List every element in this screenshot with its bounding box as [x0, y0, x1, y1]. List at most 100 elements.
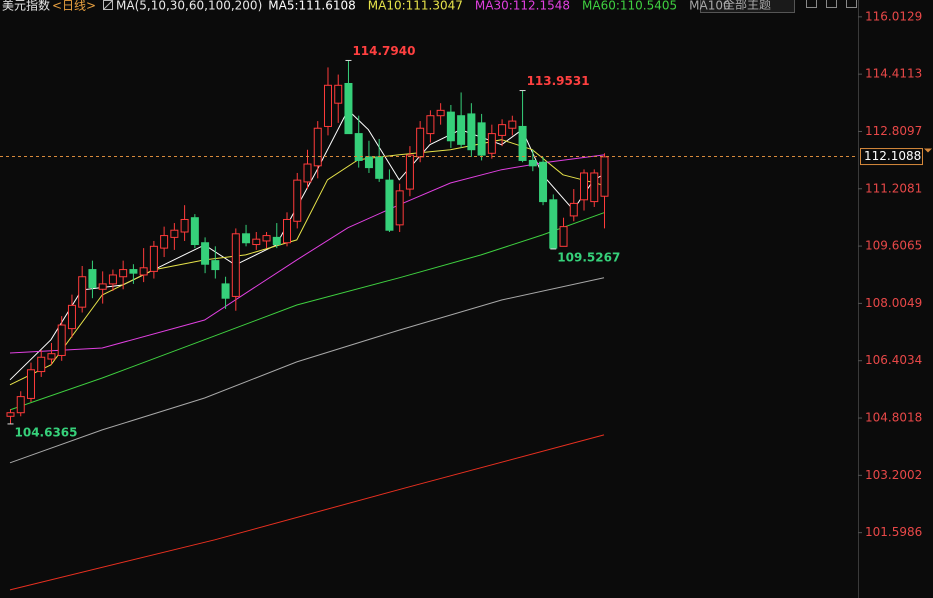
y-tick-label: 116.0129	[865, 9, 922, 23]
candle-body	[446, 111, 455, 142]
candle-body	[477, 122, 486, 156]
candle-body	[139, 267, 148, 276]
y-tick-label: 114.4113	[865, 67, 922, 81]
candle-body	[160, 235, 169, 249]
candle-body	[600, 156, 609, 197]
candle-body	[88, 269, 97, 288]
candle-body	[6, 412, 15, 417]
candle-body	[416, 127, 425, 158]
y-tick-label: 111.2081	[865, 181, 922, 195]
annotation-label: 109.5267	[557, 250, 620, 264]
candle-body	[221, 283, 230, 299]
candle-body	[211, 260, 220, 271]
toolbar-icon[interactable]	[826, 0, 837, 8]
candle-body	[375, 156, 384, 179]
candle-body	[78, 276, 87, 308]
candle-body	[129, 269, 138, 274]
toolbar-icons	[806, 0, 857, 8]
candle-body	[508, 120, 517, 129]
candle-body	[528, 159, 537, 167]
y-tick-label: 106.4034	[865, 353, 922, 367]
ma-line	[9, 154, 605, 354]
candle-body	[405, 154, 414, 190]
legend-entry: MA10:111.3047	[368, 0, 463, 13]
legend-entry: MA5:111.6108	[268, 0, 356, 13]
candle-body	[67, 304, 76, 330]
y-tick-label: 109.6065	[865, 239, 922, 253]
candle-body	[457, 115, 466, 145]
y-tick-label: 112.8097	[865, 124, 922, 138]
candle-body	[108, 274, 117, 285]
candle-body	[98, 283, 107, 290]
candle-body	[16, 396, 25, 414]
candle-body	[293, 179, 302, 222]
candle-body	[283, 218, 292, 244]
candle-body	[180, 218, 189, 233]
candle-body	[364, 156, 373, 169]
period-label: <日线>	[52, 0, 96, 13]
candle-body	[26, 369, 35, 399]
candle-body	[580, 172, 589, 201]
candle-body	[344, 83, 353, 135]
annotation-label: 114.7940	[352, 44, 415, 58]
toolbar-icon[interactable]	[846, 0, 857, 8]
candle-body	[334, 84, 343, 104]
y-tick-label: 103.2002	[865, 468, 922, 482]
candle-body	[590, 172, 599, 203]
candle-body	[559, 226, 568, 247]
candle-body	[252, 238, 261, 246]
candle-body	[47, 353, 56, 360]
candle-body	[518, 125, 527, 161]
candle-body	[354, 133, 363, 161]
indicator-icon	[103, 0, 113, 10]
candle-body	[549, 199, 558, 249]
ma-line	[9, 212, 605, 411]
candle-body	[262, 235, 271, 242]
candle-body	[190, 217, 199, 246]
y-tick-label: 108.0049	[865, 296, 922, 310]
legend-entry: MA30:112.1548	[475, 0, 570, 13]
candle-body	[242, 233, 251, 244]
ma-line	[9, 277, 605, 464]
indicator-icon	[103, 0, 113, 10]
candle-body	[57, 324, 66, 356]
ma-line	[9, 434, 605, 591]
y-tick-label: 104.8018	[865, 411, 922, 425]
candle-body	[119, 269, 128, 278]
candle-body	[569, 202, 578, 217]
candle-body	[487, 133, 496, 154]
legend-entry: MA100	[689, 0, 730, 13]
candle-body	[201, 242, 210, 265]
indicator-label: MA(5,10,30,60,100,200)	[116, 0, 262, 13]
candle-body	[436, 109, 445, 117]
last-price-box	[860, 148, 923, 166]
legend-entry: MA60:110.5405	[582, 0, 677, 13]
y-tick-label: 101.5986	[865, 525, 922, 539]
chart-title: 美元指数	[2, 0, 50, 13]
toolbar-icon[interactable]	[806, 0, 817, 8]
candle-body	[231, 233, 240, 297]
candle-body	[498, 124, 507, 136]
candle-body	[385, 179, 394, 231]
last-price-label: 112.1088	[864, 149, 921, 163]
candle-body	[170, 229, 179, 238]
candle-body	[426, 115, 435, 135]
theme-button-label[interactable]: 全部主题	[723, 0, 771, 12]
candle-body	[303, 163, 312, 183]
candle-body	[149, 245, 158, 272]
candle-body	[395, 190, 404, 226]
candle-body	[313, 127, 322, 167]
theme-button[interactable]: 全部主题	[700, 0, 795, 13]
candle-body	[37, 356, 46, 373]
candle-body	[467, 113, 476, 151]
annotation-label: 104.6365	[15, 425, 78, 439]
last-price-arrow	[924, 148, 932, 153]
candle-body	[272, 236, 281, 246]
candle-body	[323, 84, 332, 127]
theme-button-frame[interactable]	[700, 0, 795, 13]
annotation-label: 113.9531	[527, 74, 590, 88]
candle-body	[539, 161, 548, 203]
